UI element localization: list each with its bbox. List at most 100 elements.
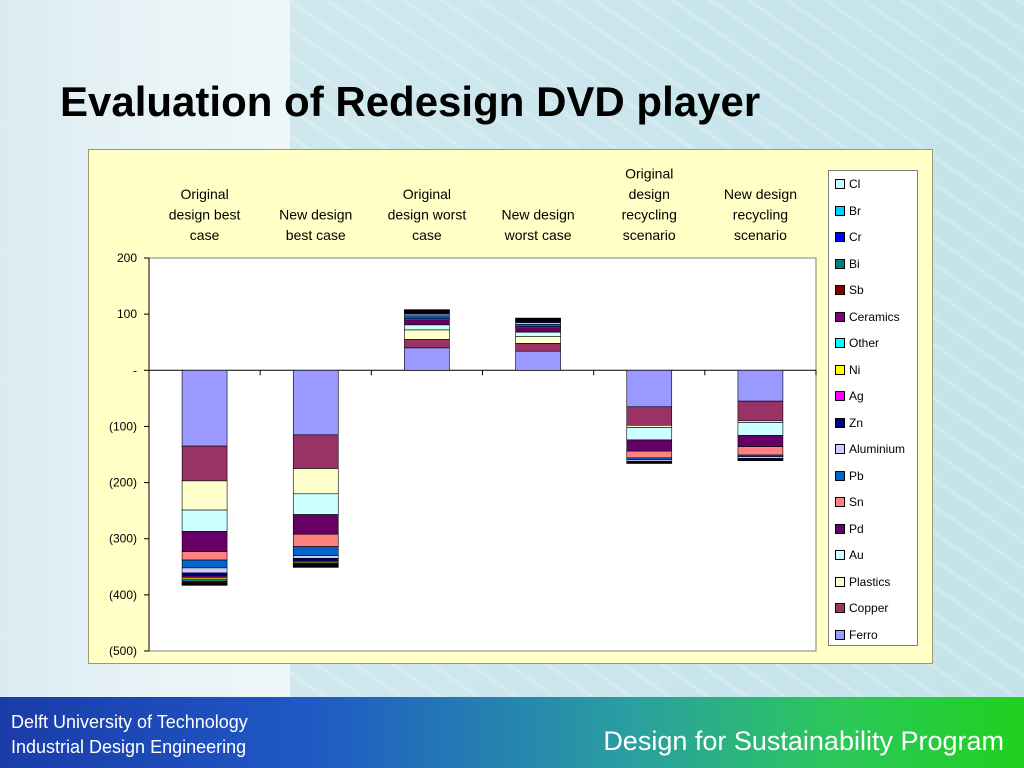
y-tick-label: 200 xyxy=(117,251,137,265)
legend-item: Bi xyxy=(835,256,860,272)
chart-legend: Cl Br Cr Bi Sb Ceramics Other Ni Ag Zn Aluminium Pb… xyxy=(828,170,918,646)
bar-segment-ni xyxy=(737,459,784,462)
category-label: New design best case xyxy=(279,207,352,244)
category-label: Original design recycling scenario xyxy=(622,166,677,244)
bar-segment-au xyxy=(626,427,673,441)
legend-item: Sn xyxy=(835,494,864,510)
legend-label: Cr xyxy=(849,230,862,244)
legend-item: Copper xyxy=(835,600,888,616)
legend-label: Ceramics xyxy=(849,309,900,324)
bar-segment-pd xyxy=(515,327,561,333)
legend-swatch xyxy=(835,629,845,640)
legend-label: Zn xyxy=(849,415,864,430)
bar-segment-ferro xyxy=(404,347,450,371)
bar-segment-au xyxy=(404,324,450,331)
bar-segment-copper xyxy=(626,406,673,426)
footer-bar xyxy=(0,697,1024,768)
footer-org-line1: Delft University of Technology xyxy=(11,712,248,732)
legend-swatch xyxy=(835,417,845,428)
stacked-bar-chart: 200 100 - (100) (200) (300) (400) (500) Original… xyxy=(109,166,817,658)
category-label: Original design best case xyxy=(169,186,241,243)
bar-segment-ferro xyxy=(737,369,784,402)
legend-swatch xyxy=(835,205,845,216)
legend-item: Ni xyxy=(835,362,860,378)
bar-segment-sn xyxy=(292,533,339,547)
bar-segment-copper xyxy=(181,445,228,482)
legend-item: Pb xyxy=(835,468,864,484)
legend-item: Ag xyxy=(835,388,864,404)
bar-segment-pd xyxy=(181,531,228,552)
legend-swatch xyxy=(835,179,845,189)
legend-label: Aluminium xyxy=(849,442,906,456)
bar-segment-ni xyxy=(626,462,673,464)
bar-segment-cl xyxy=(292,566,339,568)
bar-segment-plastics xyxy=(404,329,450,340)
legend-swatch xyxy=(835,311,845,322)
footer-organization: Delft University of Technology Industria… xyxy=(11,710,248,760)
bar-segment-pd xyxy=(737,435,784,447)
y-tick-label: (400) xyxy=(109,588,137,602)
legend-swatch xyxy=(835,364,845,375)
bar-segment-cl xyxy=(181,584,228,586)
bar-segment-ferro xyxy=(515,350,561,371)
y-tick-label: (300) xyxy=(109,532,137,546)
y-tick-label: (100) xyxy=(109,419,137,433)
legend-swatch xyxy=(835,338,845,348)
bar-segment-plastics xyxy=(515,336,561,344)
bar-segment-au xyxy=(515,331,561,337)
bar-segment-sb xyxy=(515,317,561,319)
legend-label: Br xyxy=(849,203,861,218)
legend-swatch xyxy=(835,497,845,507)
legend-item: Cl xyxy=(835,176,860,192)
legend-item: Pd xyxy=(835,521,864,537)
category-label: New design worst case xyxy=(502,207,575,244)
bar-segment-pb xyxy=(181,559,228,569)
bar-segment-plastics xyxy=(292,468,339,495)
bar-segment-copper xyxy=(737,400,784,422)
bar-segment-zn xyxy=(292,558,339,562)
bar-segment-ferro xyxy=(292,369,339,436)
bar-segment-aluminium xyxy=(181,567,228,574)
legend-swatch xyxy=(835,285,845,295)
bar-segment-au xyxy=(292,493,339,515)
slide-title: Evaluation of Redesign DVD player xyxy=(60,78,761,125)
y-tick-label: (200) xyxy=(109,476,137,490)
y-tick-label: (500) xyxy=(109,644,137,658)
legend-label: Copper xyxy=(849,601,889,615)
legend-label: Cl xyxy=(849,177,861,191)
bar-segment-au xyxy=(737,422,784,436)
legend-label: Ag xyxy=(849,389,864,403)
legend-swatch xyxy=(835,444,845,454)
bar-segment-copper xyxy=(404,339,450,349)
bar-segment-pb xyxy=(292,546,339,556)
plot-area xyxy=(148,257,817,652)
bar-segment-zn xyxy=(181,572,228,577)
legend-label: Ni xyxy=(849,362,861,377)
bar-segment-copper xyxy=(515,343,561,352)
legend-label: Ferro xyxy=(849,627,878,642)
legend-item: Sb xyxy=(835,282,864,298)
legend-label: Pd xyxy=(849,521,864,536)
legend-label: Au xyxy=(849,548,864,562)
legend-label: Sn xyxy=(849,495,864,509)
bar-segment-pd xyxy=(626,439,673,452)
bar-segment-plastics xyxy=(181,480,228,511)
bar-segment-sb xyxy=(404,309,450,311)
bar-segment-pb xyxy=(515,323,561,327)
legend-item: Aluminium xyxy=(835,441,905,457)
legend-swatch xyxy=(835,523,845,534)
category-label: Original design worst case xyxy=(388,186,467,243)
bar-segment-pb xyxy=(404,315,450,319)
bar-segment-ferro xyxy=(181,369,228,447)
legend-item: Br xyxy=(835,203,861,219)
y-tick-label: - xyxy=(133,363,137,377)
legend-swatch xyxy=(835,603,845,613)
legend-label: Sb xyxy=(849,283,864,297)
bar-segment-pd xyxy=(404,319,450,326)
legend-item: Other xyxy=(835,335,879,351)
legend-swatch xyxy=(835,576,845,587)
bar-segment-copper xyxy=(292,434,339,469)
legend-item: Plastics xyxy=(835,574,890,590)
legend-label: Plastics xyxy=(849,574,891,589)
legend-item: Au xyxy=(835,547,864,563)
